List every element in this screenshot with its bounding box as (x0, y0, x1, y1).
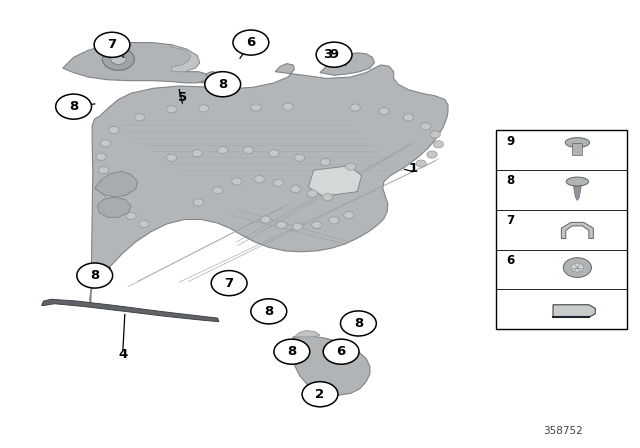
Polygon shape (320, 53, 374, 75)
Circle shape (260, 216, 271, 223)
Text: 9: 9 (506, 134, 515, 147)
Text: 5: 5 (178, 91, 187, 104)
Polygon shape (42, 299, 219, 322)
Circle shape (212, 187, 223, 194)
Polygon shape (573, 186, 581, 200)
Circle shape (276, 221, 287, 228)
Circle shape (294, 154, 305, 161)
Circle shape (323, 194, 333, 201)
Circle shape (109, 126, 119, 134)
Polygon shape (308, 166, 362, 196)
Text: 7: 7 (506, 214, 515, 227)
Circle shape (346, 163, 356, 170)
Circle shape (232, 178, 242, 185)
Circle shape (316, 42, 352, 67)
Circle shape (420, 123, 431, 130)
Text: 358752: 358752 (543, 426, 583, 436)
Text: 6: 6 (506, 254, 515, 267)
Circle shape (302, 382, 338, 407)
Circle shape (274, 339, 310, 364)
Text: 8: 8 (287, 345, 296, 358)
Circle shape (166, 154, 177, 161)
Circle shape (139, 220, 149, 228)
FancyBboxPatch shape (572, 142, 582, 155)
Circle shape (433, 141, 444, 148)
Polygon shape (97, 197, 131, 217)
Circle shape (198, 105, 209, 112)
Circle shape (416, 160, 426, 167)
Text: 8: 8 (264, 305, 273, 318)
Text: 6: 6 (337, 345, 346, 358)
Text: 4: 4 (118, 348, 127, 362)
Circle shape (273, 179, 284, 186)
Polygon shape (291, 336, 370, 395)
Circle shape (307, 190, 317, 197)
Circle shape (56, 94, 92, 119)
Circle shape (233, 30, 269, 55)
Circle shape (350, 104, 360, 111)
Text: 2: 2 (316, 388, 324, 401)
Circle shape (218, 146, 228, 154)
Circle shape (292, 223, 303, 230)
Circle shape (379, 108, 389, 115)
Circle shape (166, 106, 177, 113)
Polygon shape (553, 305, 595, 317)
FancyBboxPatch shape (496, 130, 627, 329)
Circle shape (105, 191, 115, 198)
Text: 8: 8 (90, 269, 99, 282)
Text: 8: 8 (506, 174, 515, 187)
Circle shape (323, 339, 359, 364)
Circle shape (211, 271, 247, 296)
Circle shape (193, 199, 204, 206)
Circle shape (100, 180, 111, 187)
Circle shape (254, 176, 264, 183)
Circle shape (283, 103, 293, 110)
Circle shape (344, 211, 354, 219)
Text: 7: 7 (225, 276, 234, 290)
Circle shape (205, 72, 241, 97)
Circle shape (77, 263, 113, 288)
Circle shape (115, 202, 125, 210)
Circle shape (340, 311, 376, 336)
Circle shape (251, 104, 261, 111)
Text: 1: 1 (408, 161, 417, 175)
Text: 7: 7 (108, 38, 116, 52)
Text: 8: 8 (218, 78, 227, 91)
Circle shape (563, 258, 591, 277)
Circle shape (427, 151, 437, 158)
Ellipse shape (566, 177, 589, 186)
Circle shape (269, 150, 279, 157)
Polygon shape (90, 64, 448, 306)
Circle shape (111, 54, 126, 65)
Circle shape (403, 114, 413, 121)
Polygon shape (294, 331, 320, 337)
Circle shape (329, 217, 339, 224)
Text: 8: 8 (69, 100, 78, 113)
Ellipse shape (565, 138, 589, 147)
Text: 8: 8 (354, 317, 363, 330)
Circle shape (320, 159, 330, 166)
Polygon shape (561, 222, 593, 238)
Text: 9: 9 (330, 48, 339, 61)
Circle shape (100, 140, 111, 147)
Circle shape (134, 114, 145, 121)
Circle shape (94, 32, 130, 57)
Text: 6: 6 (246, 36, 255, 49)
Circle shape (571, 263, 584, 272)
Circle shape (102, 48, 134, 70)
Circle shape (291, 185, 301, 193)
Circle shape (192, 150, 202, 157)
Polygon shape (172, 45, 200, 72)
Circle shape (430, 131, 440, 138)
Circle shape (99, 167, 109, 174)
Circle shape (126, 212, 136, 220)
Circle shape (251, 299, 287, 324)
Circle shape (243, 146, 253, 154)
Polygon shape (63, 43, 208, 83)
Polygon shape (95, 171, 138, 197)
Circle shape (312, 221, 322, 228)
Text: 3: 3 (323, 48, 332, 61)
Circle shape (96, 153, 106, 160)
